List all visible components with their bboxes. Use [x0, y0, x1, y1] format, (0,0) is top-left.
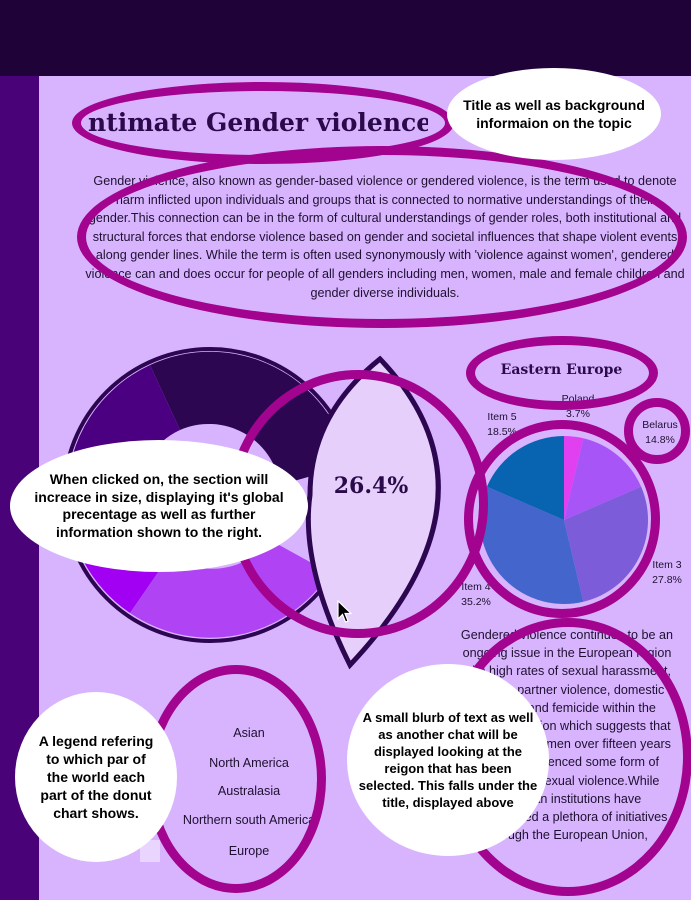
pie-label-item5-name: Item 5: [487, 411, 517, 423]
annotation-blurb: A small blurb of text as well as another…: [347, 664, 549, 856]
pie-label-poland-value: 3.7%: [566, 408, 590, 420]
pie-label-item3-name: Item 3: [652, 559, 682, 571]
legend-swatch: [140, 840, 160, 862]
pie-label-item3-value: 27.8%: [652, 574, 682, 586]
pie-label-item4-value: 35.2%: [461, 596, 491, 608]
annotation-ring-region-title: [466, 336, 658, 410]
pie-label-item4: Item 4 35.2%: [454, 580, 498, 610]
annotation-click: When clicked on, the section will increa…: [10, 440, 308, 572]
annotation-ring-belarus: [624, 398, 690, 464]
annotation-legend: A legend refering to which par of the wo…: [15, 692, 177, 862]
top-bar: [0, 0, 691, 76]
annotation-ring-pie: [464, 420, 660, 618]
pie-label-item4-name: Item 4: [461, 581, 491, 593]
annotation-title: Title as well as background informaion o…: [447, 68, 661, 160]
annotation-ring-intro: [77, 146, 687, 328]
mouse-cursor-icon: [337, 600, 353, 623]
pie-label-item3: Item 3 27.8%: [645, 558, 689, 588]
